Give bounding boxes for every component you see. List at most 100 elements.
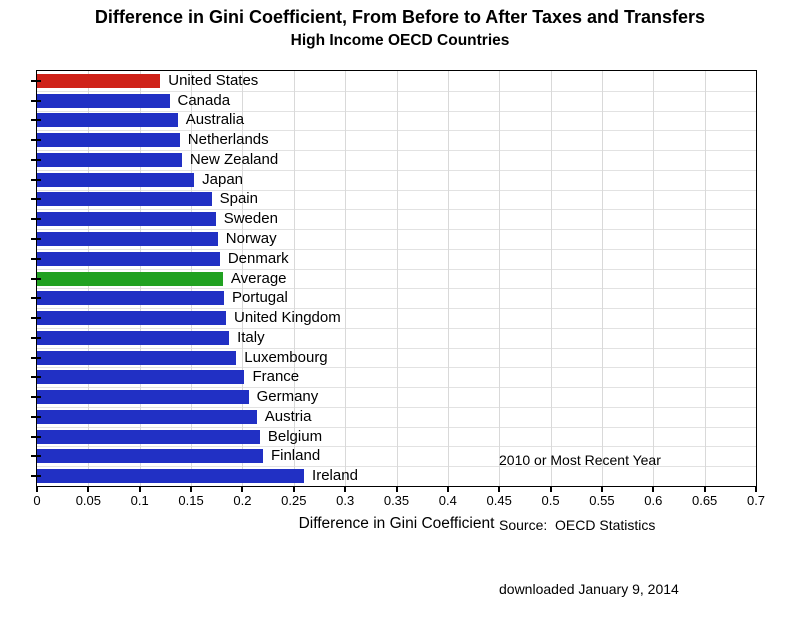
bar-sweden <box>37 212 216 227</box>
bar-label: Denmark <box>227 249 289 267</box>
bar-label: Sweden <box>223 210 278 228</box>
v-gridline <box>653 71 655 486</box>
x-axis-tick <box>87 486 90 492</box>
x-tick-label: 0.3 <box>336 493 355 508</box>
y-axis-tick <box>31 455 41 458</box>
x-axis-tick <box>36 486 38 492</box>
bar-label: Austria <box>264 407 312 425</box>
x-axis-tick <box>703 486 706 492</box>
x-tick-label: 0.05 <box>75 493 101 508</box>
bar-label: Ireland <box>312 467 358 485</box>
bar-germany <box>37 390 249 405</box>
y-axis-tick <box>31 198 41 201</box>
bar-spain <box>37 192 212 207</box>
bar-norway <box>37 231 218 246</box>
y-axis-tick <box>31 317 41 320</box>
bar-label: Netherlands <box>187 131 269 149</box>
x-tick-label: 0.45 <box>486 493 512 508</box>
x-tick-label: 0.25 <box>281 493 307 508</box>
x-axis-tick <box>652 486 655 492</box>
v-gridline <box>396 71 398 486</box>
chart-subtitle: High Income OECD Countries <box>290 32 510 49</box>
x-axis-tick <box>292 486 295 492</box>
chart-figure: Difference in Gini Coefficient, From Bef… <box>31 7 765 597</box>
bar-label: Finland <box>270 447 321 465</box>
x-axis-tick <box>498 486 501 492</box>
x-tick-label: 0.6 <box>644 493 663 508</box>
chart-title: Difference in Gini Coefficient, From Bef… <box>94 7 706 27</box>
bar-united-states <box>37 73 161 88</box>
annotation-line-source: Source: OECD Statistics <box>499 516 656 533</box>
y-axis-tick <box>31 79 41 82</box>
x-axis-label: Difference in Gini Coefficient <box>298 515 495 532</box>
v-gridline <box>447 71 449 486</box>
y-axis-tick <box>31 297 41 300</box>
bar-label: Belgium <box>267 427 323 445</box>
v-gridline <box>550 71 552 486</box>
y-axis-tick <box>31 257 41 260</box>
bar-label: Japan <box>202 170 244 188</box>
bar-finland <box>37 449 263 464</box>
y-axis-tick <box>31 336 41 339</box>
bar-austria <box>37 409 257 424</box>
y-axis-tick <box>31 356 41 359</box>
bar-portugal <box>37 291 224 306</box>
x-axis-tick <box>549 486 552 492</box>
bar-japan <box>37 172 195 187</box>
bar-united-kingdom <box>37 311 226 326</box>
bar-label: United Kingdom <box>233 309 341 327</box>
y-axis-tick <box>31 237 41 240</box>
x-axis-tick <box>600 486 603 492</box>
y-axis-tick <box>31 139 41 142</box>
y-axis-tick <box>31 396 41 399</box>
x-tick-label: 0 <box>33 493 41 508</box>
v-gridline <box>499 71 501 486</box>
bar-label: Spain <box>219 190 258 208</box>
bar-italy <box>37 330 230 345</box>
x-axis-tick <box>446 486 449 492</box>
x-axis-tick <box>241 486 244 492</box>
v-gridline <box>601 71 603 486</box>
bar-label: Canada <box>177 91 231 109</box>
x-tick-label: 0.2 <box>233 493 252 508</box>
v-gridline <box>345 71 347 486</box>
x-tick-label: 0.5 <box>541 493 560 508</box>
x-axis-tick <box>138 486 141 492</box>
x-axis-tick <box>344 486 347 492</box>
x-tick-label: 0.1 <box>130 493 149 508</box>
y-axis-tick <box>31 99 41 102</box>
bar-netherlands <box>37 133 180 148</box>
x-axis-tick <box>755 486 757 492</box>
bar-belgium <box>37 429 260 444</box>
bar-label: Portugal <box>231 289 288 307</box>
x-tick-label: 0.55 <box>589 493 615 508</box>
bar-france <box>37 370 245 385</box>
plot-area: 2010 or Most Recent Year Source: OECD St… <box>31 70 765 597</box>
bar-australia <box>37 113 178 128</box>
bar-label: France <box>252 368 300 386</box>
source-annotation: 2010 or Most Recent Year Source: OECD St… <box>499 407 679 644</box>
bar-label: Luxembourg <box>244 348 328 366</box>
bar-canada <box>37 93 170 108</box>
v-gridline <box>293 71 295 486</box>
y-axis-tick <box>31 277 41 280</box>
y-axis-tick <box>31 218 41 221</box>
y-axis-tick <box>31 415 41 418</box>
bar-label: United States <box>168 71 259 89</box>
bar-luxembourg <box>37 350 237 365</box>
bar-ireland <box>37 469 305 484</box>
v-gridline <box>242 71 244 486</box>
bar-label: Norway <box>225 229 277 247</box>
bar-label: Australia <box>185 111 245 129</box>
x-tick-label: 0.15 <box>178 493 204 508</box>
x-tick-label: 0.4 <box>438 493 457 508</box>
x-tick-label: 0.7 <box>746 493 766 508</box>
v-gridline <box>704 71 706 486</box>
y-axis-tick <box>31 435 41 438</box>
x-tick-label: 0.65 <box>691 493 718 508</box>
y-axis-tick <box>31 119 41 122</box>
bar-denmark <box>37 251 220 266</box>
y-axis-tick <box>31 475 41 478</box>
annotation-line-downloaded: downloaded January 9, 2014 <box>499 581 679 597</box>
x-tick-label: 0.35 <box>383 493 410 508</box>
